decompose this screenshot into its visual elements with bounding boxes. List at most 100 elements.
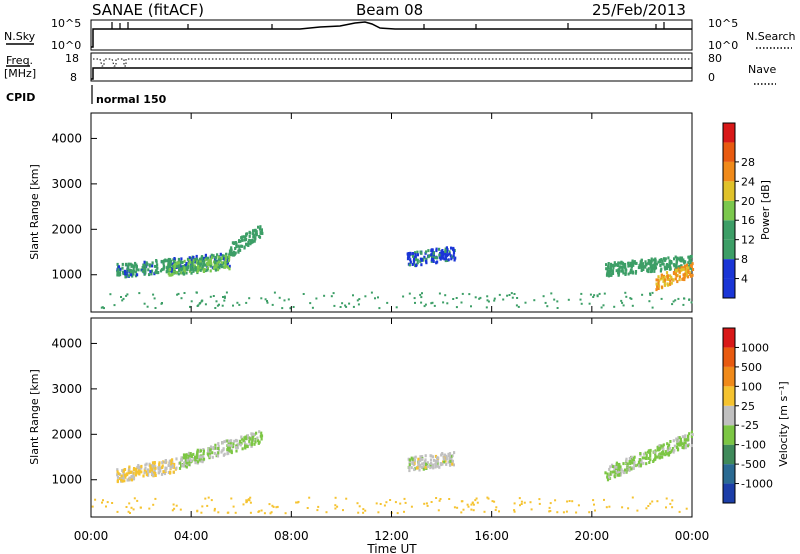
velocity-echo-cell (226, 511, 229, 514)
power-echo-cell (238, 303, 241, 306)
velocity-echo-cell (260, 431, 263, 435)
nave-trace (93, 58, 692, 67)
velocity-echo-cell (306, 507, 309, 509)
power-echo-cell (647, 261, 650, 265)
velocity-echo-cell (408, 458, 412, 462)
power-colorbar-swatch (723, 142, 735, 162)
velocity-echo-cell (661, 449, 665, 453)
velocity-echo-cell (207, 449, 210, 453)
velocity-echo-cell (169, 470, 172, 474)
power-echo-cell (409, 251, 412, 255)
velocity-echo-cell (649, 448, 652, 452)
power-echo-cell (640, 269, 643, 272)
velocity-echo-cell (410, 466, 413, 470)
power-echo-cell (431, 251, 434, 255)
velocity-echo-cell (437, 456, 440, 460)
power-echo-cell (138, 292, 141, 295)
velocity-echo-cell (256, 436, 259, 440)
power-echo-cell (443, 257, 446, 261)
velocity-plot-frame (90, 317, 693, 518)
velocity-echo-cell (258, 430, 261, 434)
velocity-echo-cell (179, 508, 182, 511)
power-echo-cell (243, 245, 246, 249)
velocity-echo-cell (444, 459, 447, 463)
velocity-ytick-label: 3000 (51, 382, 82, 396)
velocity-ytick-label: 2000 (51, 427, 82, 441)
power-echo-cell (406, 252, 409, 256)
power-echo-cell (182, 264, 185, 268)
power-echo-cell (609, 265, 612, 269)
power-echo-cell (184, 264, 187, 268)
velocity-echo-cell (665, 452, 669, 456)
velocity-echo-cell (639, 452, 642, 455)
velocity-echo-cell (158, 461, 161, 465)
power-echo-cell (580, 302, 583, 305)
power-echo-cell (217, 255, 220, 259)
power-echo-cell (134, 261, 137, 265)
power-echo-cell (167, 258, 170, 262)
velocity-echo-cell (230, 444, 233, 448)
power-colorbar-swatch (723, 278, 735, 298)
velocity-echo-cell (126, 473, 129, 477)
power-echo-cell (214, 307, 217, 309)
velocity-echo-cell (637, 460, 641, 464)
power-echo-cell (420, 263, 423, 267)
velocity-echo-cell (653, 450, 656, 454)
velocity-echo-cell (631, 496, 634, 499)
velocity-echo-cell (149, 469, 152, 473)
power-echo-cell (171, 273, 174, 277)
power-echo-cell (116, 273, 119, 277)
power-echo-cell (664, 267, 667, 271)
power-echo-cell (132, 271, 135, 275)
velocity-echo-cell (138, 465, 141, 469)
velocity-echo-cell (467, 505, 470, 508)
velocity-echo-cell (244, 446, 247, 450)
power-echo-cell (624, 262, 627, 266)
power-echo-cell (214, 255, 217, 259)
power-echo-cell (606, 271, 609, 275)
velocity-echo-cell (448, 453, 451, 457)
power-echo-cell (178, 264, 181, 268)
velocity-echo-cell (201, 505, 204, 508)
x-tick-label: 20:00 (575, 529, 610, 543)
velocity-echo-cell (362, 508, 365, 511)
power-echo-cell (438, 255, 441, 259)
velocity-echo-cell (410, 505, 413, 508)
velocity-colorbar-swatch (723, 328, 735, 348)
velocity-echo-cell (403, 497, 406, 500)
velocity-echo-cell (167, 471, 170, 474)
power-echo-cell (250, 239, 253, 243)
power-echo-cell (220, 261, 223, 265)
velocity-echo-cell (426, 461, 429, 465)
velocity-echo-cell (145, 473, 148, 477)
power-echo-cell (157, 271, 160, 274)
velocity-echo-cell (673, 448, 676, 452)
velocity-echo-cell (426, 465, 429, 468)
power-echo-cell (219, 264, 222, 268)
velocity-echo-cell (443, 460, 446, 464)
velocity-echo-cell (276, 505, 279, 508)
power-echo-cell (455, 306, 458, 309)
nave-tick-low: 0 (708, 71, 715, 84)
power-echo-cell (651, 265, 654, 269)
power-echo-cell (144, 265, 147, 269)
power-echo-cell (478, 297, 481, 300)
velocity-echo-cell (130, 470, 133, 474)
power-echo-cell (682, 267, 685, 271)
velocity-echo-cell (202, 452, 205, 456)
power-echo-cell (630, 297, 633, 300)
power-echo-cell (311, 306, 314, 309)
power-echo-cell (624, 271, 627, 275)
power-echo-cell (620, 261, 623, 265)
power-echo-cell (202, 259, 206, 263)
power-echo-cell (175, 271, 178, 274)
power-echo-cell (605, 263, 608, 267)
velocity-echo-cell (608, 467, 611, 471)
velocity-echo-cell (624, 468, 627, 472)
power-echo-cell (672, 271, 676, 274)
power-echo-cell (243, 238, 246, 242)
velocity-echo-cell (451, 459, 454, 463)
power-echo-cell (436, 260, 439, 264)
power-echo-cell (676, 280, 679, 284)
velocity-echo-cell (629, 460, 632, 464)
